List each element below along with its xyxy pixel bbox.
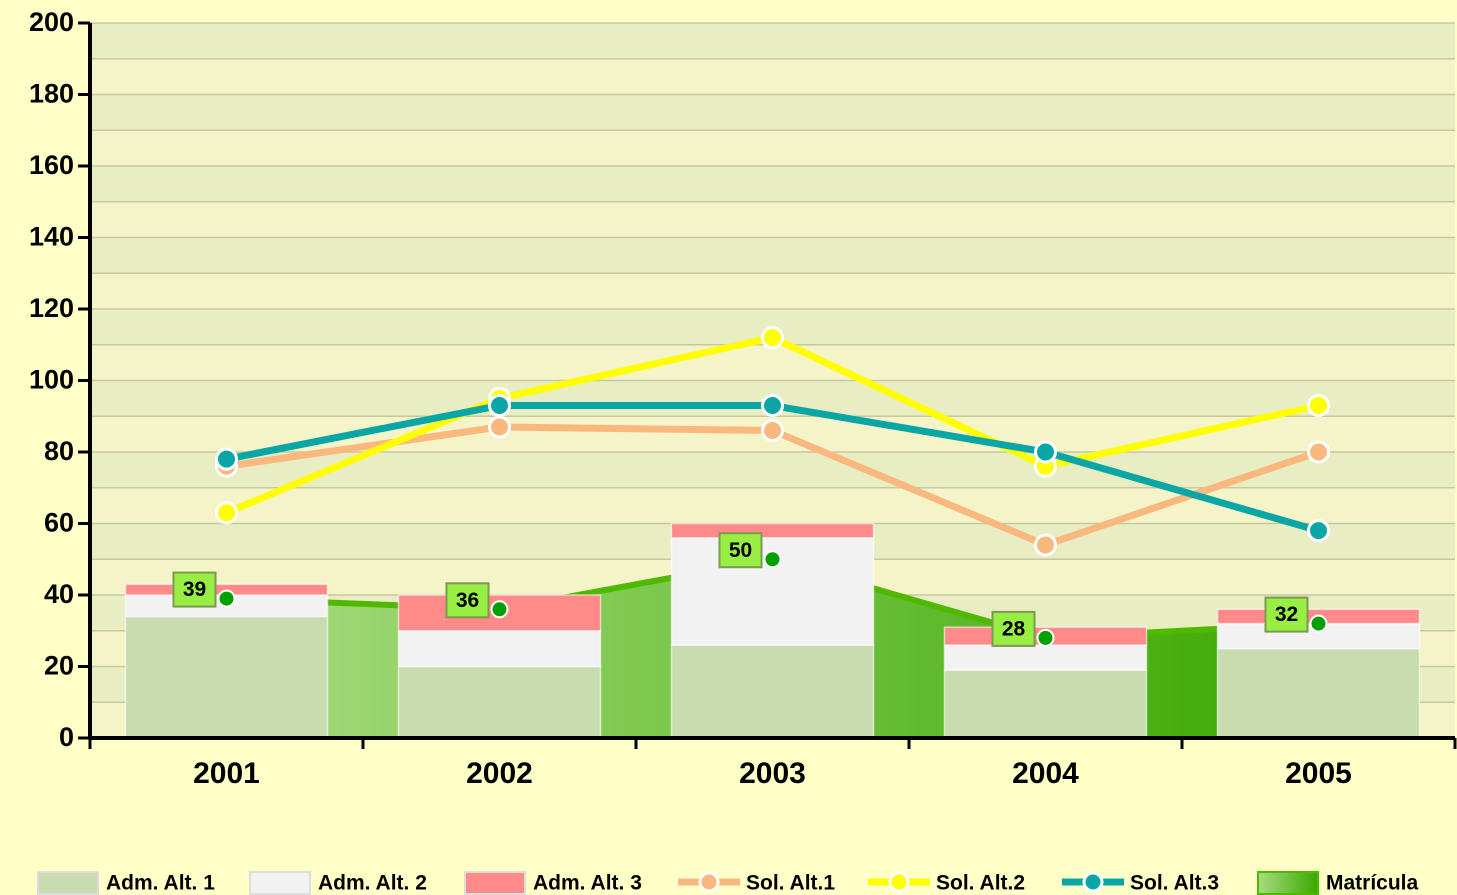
y-tick-label: 120 bbox=[29, 293, 74, 323]
value-label: 32 bbox=[1275, 603, 1298, 626]
legend-swatch bbox=[249, 871, 311, 895]
line-marker bbox=[1034, 533, 1057, 557]
legend-swatch bbox=[888, 871, 910, 893]
grid-band bbox=[90, 237, 1455, 274]
y-tick-label: 40 bbox=[44, 579, 74, 609]
y-tick-label: 80 bbox=[44, 436, 74, 466]
bar bbox=[943, 669, 1148, 739]
bar bbox=[124, 615, 329, 739]
line-marker bbox=[1307, 440, 1330, 464]
area-marker bbox=[217, 589, 236, 608]
value-label-box bbox=[445, 582, 490, 619]
value-label-box bbox=[991, 610, 1036, 647]
legend-label: Adm. Alt. 2 bbox=[318, 872, 427, 895]
line-marker bbox=[488, 394, 511, 418]
legend-label: Adm. Alt. 3 bbox=[533, 872, 642, 895]
bar bbox=[397, 665, 602, 739]
grid-band bbox=[90, 94, 1455, 131]
y-tick-label: 20 bbox=[44, 651, 74, 681]
value-label-box bbox=[718, 532, 763, 569]
area-marker bbox=[490, 600, 509, 619]
legend-swatch bbox=[464, 871, 526, 895]
y-tick-label: 0 bbox=[59, 722, 74, 752]
x-tick-label: 2002 bbox=[466, 757, 533, 790]
y-tick-label: 200 bbox=[29, 7, 74, 37]
legend-swatch bbox=[698, 871, 720, 893]
value-label-box bbox=[1264, 596, 1309, 633]
line-marker bbox=[761, 394, 784, 418]
x-tick-label: 2003 bbox=[739, 757, 806, 790]
value-label: 28 bbox=[1002, 617, 1026, 640]
bar bbox=[1216, 647, 1421, 739]
bar bbox=[670, 522, 875, 539]
line-marker bbox=[215, 501, 238, 525]
legend-label: Adm. Alt. 1 bbox=[106, 872, 215, 895]
x-tick-label: 2005 bbox=[1285, 757, 1352, 790]
grid-band bbox=[90, 166, 1455, 202]
y-tick-label: 100 bbox=[29, 365, 74, 395]
value-label: 50 bbox=[729, 539, 752, 562]
legend-label: Matrícula bbox=[1326, 872, 1419, 895]
y-tick-label: 180 bbox=[29, 79, 74, 109]
legend-swatch bbox=[1257, 871, 1319, 895]
line-marker bbox=[761, 326, 784, 350]
line-marker bbox=[1307, 519, 1330, 543]
x-tick-label: 2004 bbox=[1012, 757, 1079, 790]
area-marker bbox=[763, 550, 782, 569]
value-label: 39 bbox=[183, 578, 206, 601]
y-tick-label: 160 bbox=[29, 150, 74, 180]
bar bbox=[397, 630, 602, 668]
legend-label: Sol. Alt.3 bbox=[1130, 872, 1219, 895]
grid-band bbox=[90, 23, 1455, 59]
value-label-box bbox=[172, 571, 217, 608]
bar bbox=[943, 644, 1148, 671]
line-marker bbox=[761, 419, 784, 443]
x-tick-label: 2001 bbox=[193, 757, 260, 790]
value-label: 36 bbox=[456, 589, 479, 612]
line-marker bbox=[488, 415, 511, 439]
area-marker bbox=[1036, 628, 1055, 647]
area-marker bbox=[1309, 614, 1328, 633]
legend-label: Sol. Alt.2 bbox=[936, 872, 1025, 895]
legend-swatch bbox=[37, 871, 99, 895]
y-tick-label: 140 bbox=[29, 222, 74, 252]
line-marker bbox=[1307, 394, 1330, 418]
line-marker bbox=[1034, 440, 1057, 464]
line-marker bbox=[215, 447, 238, 471]
legend-label: Sol. Alt.1 bbox=[746, 872, 835, 895]
legend-swatch bbox=[1082, 871, 1104, 893]
y-tick-label: 60 bbox=[44, 508, 74, 538]
bar bbox=[670, 644, 875, 739]
